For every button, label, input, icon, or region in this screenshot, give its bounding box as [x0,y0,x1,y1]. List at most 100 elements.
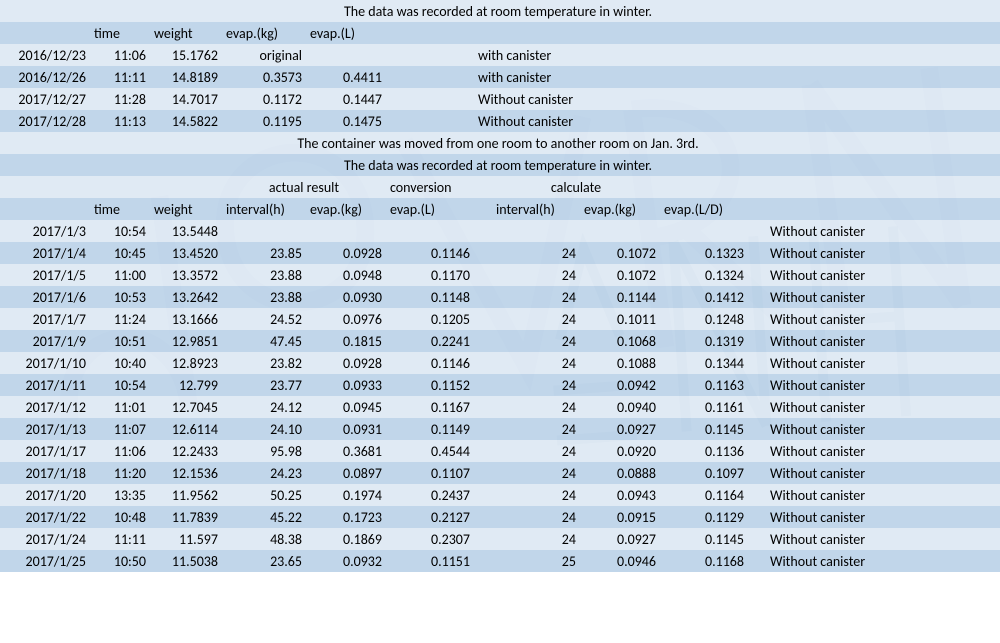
cell-ar-ev [308,220,388,242]
cell-ar-ev: 0.0976 [308,308,388,330]
cell-cl-ev: 0.0915 [582,506,662,528]
table-row: 2017/12/2811:1314.58220.11950.1475Withou… [0,110,1000,132]
grp-conv: conversion [388,176,476,198]
cell-note: Without canister [768,462,1000,484]
cell-ar-int: 23.85 [224,242,308,264]
table-row: timeweightevap.(kg)evap.(L) [0,22,1000,44]
cell-ar-int: 23.65 [224,550,308,572]
data-table: The data was recorded at room temperatur… [0,0,1000,572]
cell-ar-ev: 0.0948 [308,264,388,286]
cell-weight: 15.1762 [152,44,224,66]
cell-date: 2017/1/22 [0,506,92,528]
table1-title: The data was recorded at room temperatur… [0,0,1000,22]
table-row: timeweightinterval(h)evap.(kg)evap.(L)in… [0,198,1000,220]
cell-cl-int: 24 [494,242,582,264]
cell-cl-ev: 0.0888 [582,462,662,484]
hdr-cl-ld: evap.(L/D) [662,198,750,220]
table-row: 2017/1/2510:5011.503823.650.09320.115125… [0,550,1000,572]
cell-ar-ev: 0.0897 [308,462,388,484]
cell-time: 11:01 [92,396,152,418]
cell-date: 2017/1/18 [0,462,92,484]
cell-weight: 11.597 [152,528,224,550]
blank [0,22,92,44]
cell-weight: 13.4520 [152,242,224,264]
cell-cl-ld: 0.1163 [662,374,750,396]
hdr-evap-kg: evap.(kg) [224,22,308,44]
cell-date: 2017/1/12 [0,396,92,418]
blank [476,286,494,308]
cell-cl-int: 24 [494,462,582,484]
cell-date: 2016/12/26 [0,66,92,88]
hdr-evap-l: evap.(L) [308,22,388,44]
cell-date: 2017/1/13 [0,418,92,440]
cell-note: Without canister [768,396,1000,418]
cell-time: 10:50 [92,550,152,572]
blank [768,198,1000,220]
cell-date: 2017/1/3 [0,220,92,242]
cell-note: Without canister [768,308,1000,330]
blank [0,198,92,220]
cell-time: 10:40 [92,352,152,374]
cell-cv-ev: 0.4544 [388,440,476,462]
blank [662,176,750,198]
blank [750,440,768,462]
blank [750,220,768,242]
blank [768,176,1000,198]
cell-date: 2017/1/5 [0,264,92,286]
cell-time: 11:11 [92,66,152,88]
cell-ar-int: 23.82 [224,352,308,374]
cell-cl-ev: 0.0946 [582,550,662,572]
page: The data was recorded at room temperatur… [0,0,1000,572]
cell-cl-int: 24 [494,528,582,550]
cell-weight: 13.2642 [152,286,224,308]
cell-note: Without canister [768,286,1000,308]
cell-ar-int: 47.45 [224,330,308,352]
cell-evap-kg: 0.3573 [224,66,308,88]
blank [476,330,494,352]
table-row: 2017/1/2411:1111.59748.380.18690.2307240… [0,528,1000,550]
cell-weight: 13.5448 [152,220,224,242]
table-row: actual resultconversioncalculate [0,176,1000,198]
cell-date: 2017/12/28 [0,110,92,132]
cell-evap-l: 0.1475 [308,110,388,132]
table-row: 2017/1/610:5313.264223.880.09300.1148240… [0,286,1000,308]
cell-cl-int: 24 [494,440,582,462]
cell-cl-ld: 0.1168 [662,550,750,572]
cell-cl-ld: 0.1129 [662,506,750,528]
cell-weight: 12.8923 [152,352,224,374]
cell-ar-int: 50.25 [224,484,308,506]
cell-cl-ev [582,220,662,242]
cell-time: 10:54 [92,220,152,242]
cell-cl-ev: 0.1072 [582,264,662,286]
cell-weight: 12.6114 [152,418,224,440]
blank [750,484,768,506]
blank [750,286,768,308]
cell-evap-l: 0.4411 [308,66,388,88]
cell-note: Without canister [768,352,1000,374]
cell-note: Without canister [476,110,1000,132]
table-row: 2017/1/1110:5412.79923.770.09330.1152240… [0,374,1000,396]
blank [750,374,768,396]
table-row: 2017/1/2013:3511.956250.250.19740.243724… [0,484,1000,506]
cell-cl-int [494,220,582,242]
cell-time: 11:13 [92,110,152,132]
blank [476,528,494,550]
cell-cl-int: 24 [494,374,582,396]
hdr-cl-ev: evap.(kg) [582,198,662,220]
cell-weight: 12.2433 [152,440,224,462]
hdr-weight: weight [152,198,224,220]
blank [476,176,494,198]
cell-ar-int: 48.38 [224,528,308,550]
cell-cl-ld: 0.1145 [662,418,750,440]
cell-weight: 11.5038 [152,550,224,572]
table-row: 2017/1/910:5112.985147.450.18150.2241240… [0,330,1000,352]
hdr-cl-int: interval(h) [494,198,582,220]
table-row: The container was moved from one room to… [0,132,1000,154]
cell-weight: 13.3572 [152,264,224,286]
cell-date: 2017/1/7 [0,308,92,330]
cell-cv-ev: 0.1146 [388,352,476,374]
cell-cl-int: 25 [494,550,582,572]
blank [152,176,224,198]
cell-cl-ld: 0.1319 [662,330,750,352]
cell-weight: 13.1666 [152,308,224,330]
